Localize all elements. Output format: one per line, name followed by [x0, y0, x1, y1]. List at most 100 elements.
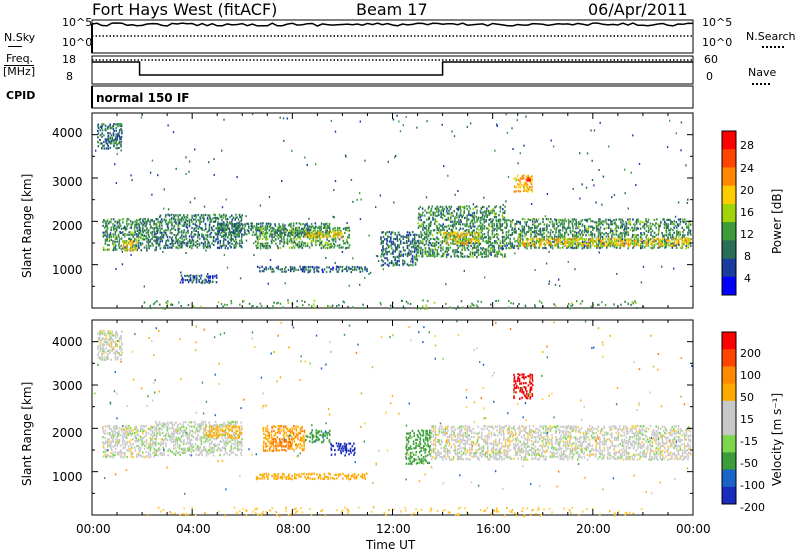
power-cell — [118, 222, 121, 225]
power-cell — [148, 235, 150, 238]
power-cell — [605, 218, 607, 221]
power-cell — [598, 169, 600, 171]
power-cell — [521, 244, 524, 247]
velocity-cell — [139, 447, 142, 450]
power-cell — [305, 234, 307, 237]
power-cell — [476, 218, 478, 221]
power-cell — [172, 239, 175, 242]
power-cell — [665, 222, 667, 225]
power-cell — [446, 212, 449, 215]
velocity-cell — [170, 440, 173, 443]
power-cell — [380, 238, 382, 241]
power-cell — [404, 253, 407, 256]
power-cell — [437, 211, 440, 214]
velocity-cell — [108, 440, 111, 443]
power-cell — [274, 229, 277, 232]
power-cell — [224, 233, 226, 236]
power-cell — [610, 223, 612, 226]
velocity-cell — [147, 451, 150, 454]
velocity-cell — [205, 454, 208, 457]
power-cell — [577, 220, 580, 224]
velocity-cell — [107, 343, 110, 346]
power-cell — [598, 223, 600, 226]
power-cell — [254, 240, 257, 243]
velocity-cell — [114, 341, 117, 344]
velocity-cell — [159, 451, 162, 454]
velocity-cell — [204, 420, 207, 423]
power-cell — [317, 231, 320, 234]
power-cell — [238, 235, 240, 238]
velocity-cell — [130, 446, 133, 449]
power-cell — [429, 224, 432, 227]
power-cell — [296, 242, 299, 246]
power-cell — [241, 240, 243, 243]
power-cell — [621, 223, 623, 226]
power-cell — [139, 231, 142, 234]
power-cell — [670, 222, 672, 225]
velocity-cell — [136, 455, 138, 458]
power-cell — [195, 215, 197, 219]
power-cell — [517, 239, 520, 243]
velocity-cell — [131, 453, 134, 456]
power-cell — [240, 218, 243, 221]
power-cell — [207, 230, 210, 233]
power-cell — [428, 241, 431, 245]
power-cell — [391, 247, 393, 250]
power-cell — [101, 129, 104, 132]
power-cell — [262, 222, 264, 225]
power-cell — [451, 238, 453, 241]
power-cell — [619, 233, 621, 236]
power-cell — [471, 212, 474, 215]
power-cell — [420, 246, 422, 249]
power-cell — [194, 244, 197, 247]
power-cell — [462, 214, 464, 217]
power-cell — [523, 227, 526, 230]
power-cell — [262, 246, 265, 249]
power-cell — [627, 247, 629, 250]
power-cell — [323, 268, 326, 271]
power-cell — [293, 240, 296, 243]
power-cell — [649, 238, 652, 241]
power-cell — [380, 255, 382, 258]
power-cell — [601, 301, 603, 304]
power-cell — [223, 244, 225, 247]
velocity-cell — [130, 449, 132, 452]
velocity-cell — [145, 455, 148, 458]
power-cell — [234, 246, 237, 249]
power-cell — [394, 155, 397, 157]
power-cell — [156, 229, 158, 232]
power-cell — [103, 134, 105, 137]
power-cell — [151, 193, 153, 196]
power-cell — [676, 229, 678, 233]
power-cell — [301, 231, 304, 234]
power-cell — [549, 234, 552, 237]
velocity-cell — [101, 337, 104, 340]
power-cell — [221, 224, 224, 227]
power-cell — [675, 244, 678, 247]
velocity-cell — [134, 449, 136, 452]
velocity-cell — [110, 341, 113, 344]
power-cell — [468, 228, 470, 231]
power-cell — [682, 230, 684, 234]
velocity-heatmap — [94, 320, 693, 517]
power-cell — [436, 252, 439, 255]
velocity-cell — [213, 437, 215, 441]
power-cell — [615, 218, 617, 221]
power-cell — [354, 266, 356, 269]
velocity-cell — [149, 436, 152, 439]
power-cell — [530, 229, 532, 232]
power-cell — [583, 307, 585, 310]
power-cell — [398, 250, 401, 253]
power-cell — [124, 233, 126, 236]
power-cell — [189, 274, 192, 277]
power-cell — [428, 224, 430, 227]
power-cell — [505, 237, 507, 240]
power-cell — [295, 306, 298, 309]
power-cell — [568, 220, 570, 223]
power-cell — [609, 231, 612, 234]
power-cell — [181, 277, 184, 280]
velocity-cell — [132, 429, 134, 432]
power-cell — [326, 230, 328, 233]
power-cell — [587, 238, 590, 241]
power-cell — [313, 299, 316, 302]
